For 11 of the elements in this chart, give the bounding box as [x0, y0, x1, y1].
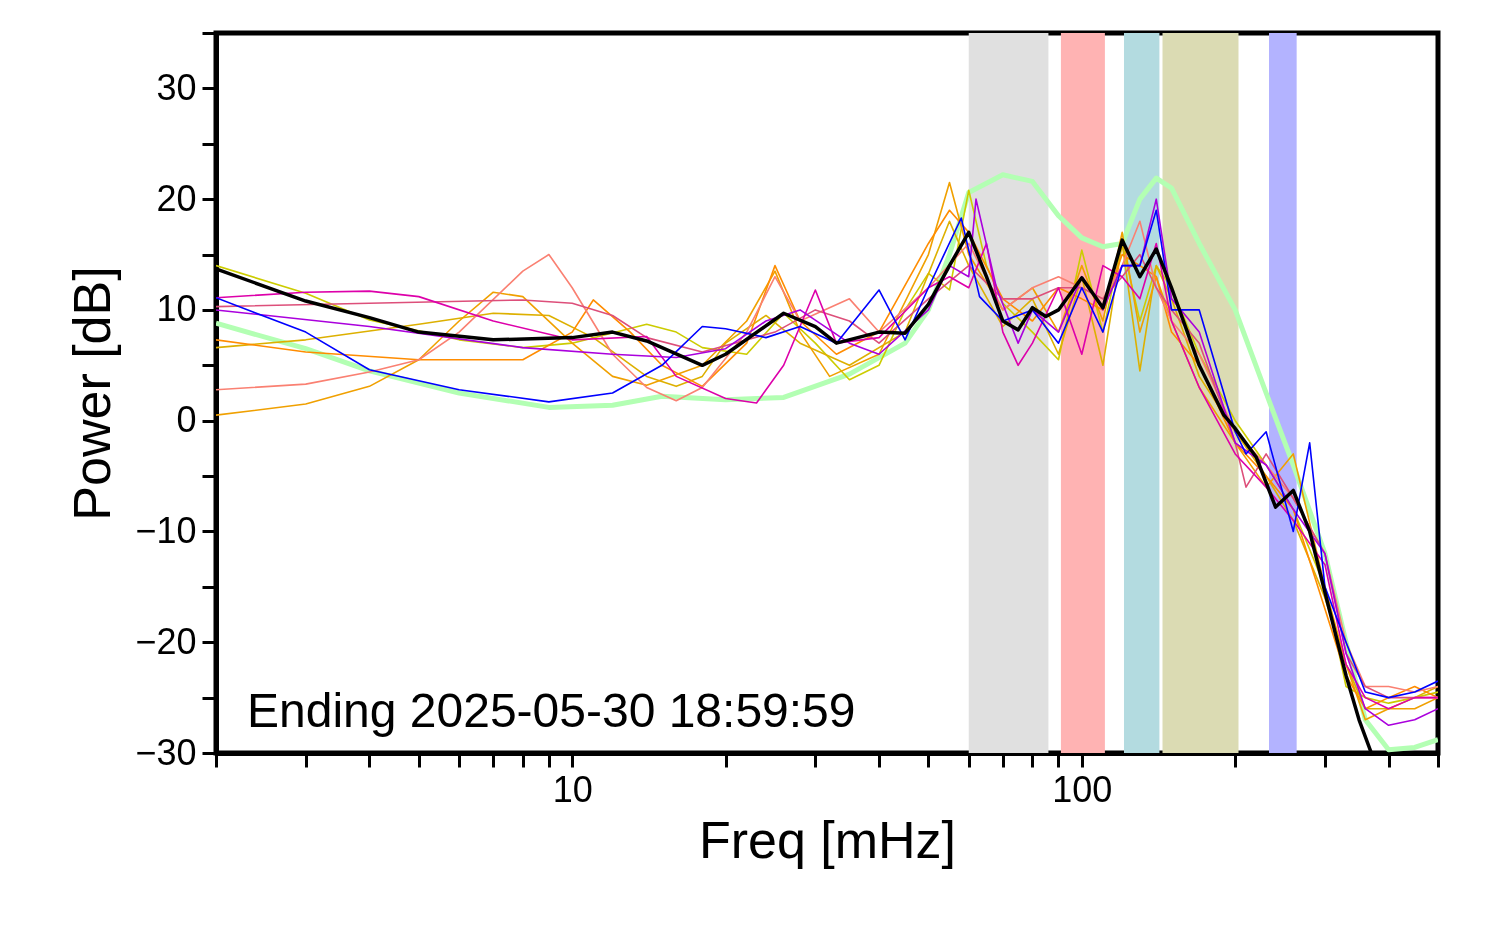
y-tick-label: −30: [135, 731, 197, 773]
x-axis-title: Freq [mHz]: [698, 810, 957, 869]
y-tick-label: −10: [135, 509, 197, 551]
y-tick-label: −20: [135, 620, 197, 662]
y-tick-label: 30: [156, 66, 197, 108]
y-axis-title: Power [dB]: [63, 266, 122, 521]
y-tick-label: 10: [156, 288, 197, 330]
annotation: Ending 2025-05-30 18:59:59: [247, 684, 856, 737]
y-tick-label: 0: [176, 399, 197, 441]
y-tick-label: 20: [156, 177, 197, 219]
x-tick-label: 100: [1052, 768, 1113, 810]
